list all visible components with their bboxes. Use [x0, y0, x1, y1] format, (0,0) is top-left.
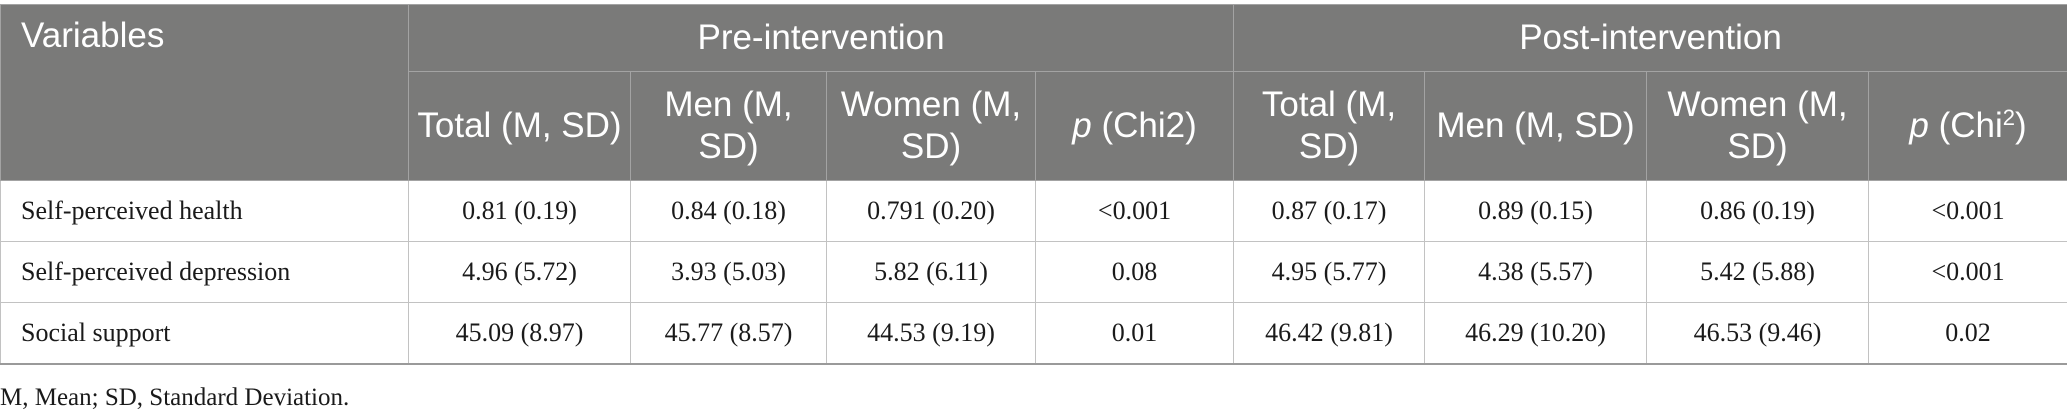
post-total-header: Total (M, SD) — [1233, 71, 1426, 181]
row-label: Social support — [0, 302, 409, 365]
header-label: (Chi — [1928, 106, 2003, 145]
header-label: Women (M, SD) — [840, 85, 1022, 166]
header-label: Men (M, SD) — [664, 85, 793, 166]
table-cell: 0.84 (0.18) — [630, 180, 827, 242]
table-cell: 45.77 (8.57) — [630, 302, 827, 365]
table-row: Self-perceived depression 4.96 (5.72) 3.… — [0, 241, 2067, 303]
table-cell: <0.001 — [1868, 180, 2067, 242]
post-women-header: Women (M, SD) — [1646, 71, 1870, 181]
table-cell: 0.86 (0.19) — [1646, 180, 1870, 242]
table-cell: 5.82 (6.11) — [826, 241, 1036, 303]
pre-p-value-header: p (Chi2) — [1034, 71, 1235, 181]
variables-header: Variables — [0, 4, 409, 181]
pre-men-header: Men (M, SD) — [630, 71, 827, 181]
table-cell: 46.29 (10.20) — [1424, 302, 1648, 365]
post-men-header: Men (M, SD) — [1424, 71, 1648, 181]
superscript-2: 2 — [2002, 105, 2015, 130]
header-label: (Chi2) — [1091, 106, 1197, 145]
p-symbol: p — [1072, 106, 1092, 145]
row-label: Self-perceived health — [0, 180, 409, 242]
pre-total-header: Total (M, SD) — [408, 71, 631, 181]
table-cell: 0.02 — [1868, 302, 2067, 365]
table-cell: <0.001 — [1034, 180, 1235, 242]
table-cell: 0.08 — [1034, 241, 1235, 303]
table-cell: 0.01 — [1034, 302, 1235, 365]
table-row: Social support 45.09 (8.97) 45.77 (8.57)… — [0, 302, 2067, 365]
header-label: Women (M, SD) — [1667, 85, 1848, 166]
table-cell: 4.96 (5.72) — [408, 241, 631, 303]
header-label: Total (M, SD) — [1261, 85, 1397, 166]
header-label: Total (M, SD) — [417, 106, 622, 145]
post-p-value-header: p (Chi2) — [1868, 71, 2067, 181]
table-cell: 3.93 (5.03) — [630, 241, 827, 303]
table-cell: 0.87 (0.17) — [1233, 180, 1426, 242]
table-cell: 4.95 (5.77) — [1233, 241, 1426, 303]
pre-women-header: Women (M, SD) — [826, 71, 1036, 181]
pre-intervention-header: Pre-intervention — [407, 4, 1235, 72]
table-cell: 46.42 (9.81) — [1233, 302, 1426, 365]
group-header-row: Variables Pre-intervention Post-interven… — [0, 4, 2067, 181]
sub-header-row: Total (M, SD) Men (M, SD) Women (M, SD) … — [1, 71, 2067, 181]
closing-paren: ) — [2015, 106, 2027, 145]
table-cell: 46.53 (9.46) — [1646, 302, 1870, 365]
table-cell: 4.38 (5.57) — [1424, 241, 1648, 303]
post-intervention-header: Post-intervention — [1233, 4, 2067, 72]
p-symbol: p — [1909, 106, 1929, 145]
data-table-container: Variables Pre-intervention Post-interven… — [0, 4, 2067, 365]
table-row: Self-perceived health 0.81 (0.19) 0.84 (… — [0, 180, 2067, 242]
results-table: Variables Pre-intervention Post-interven… — [0, 4, 2067, 365]
table-cell: 0.791 (0.20) — [826, 180, 1036, 242]
header-label: Men (M, SD) — [1436, 106, 1635, 145]
table-cell: 5.42 (5.88) — [1646, 241, 1870, 303]
table-cell: 45.09 (8.97) — [408, 302, 631, 365]
table-cell: 0.89 (0.15) — [1424, 180, 1648, 242]
table-footnote: M, Mean; SD, Standard Deviation. — [0, 384, 350, 411]
row-label: Self-perceived depression — [0, 241, 409, 303]
table-cell: 44.53 (9.19) — [826, 302, 1036, 365]
table-cell: <0.001 — [1868, 241, 2067, 303]
table-cell: 0.81 (0.19) — [408, 180, 631, 242]
